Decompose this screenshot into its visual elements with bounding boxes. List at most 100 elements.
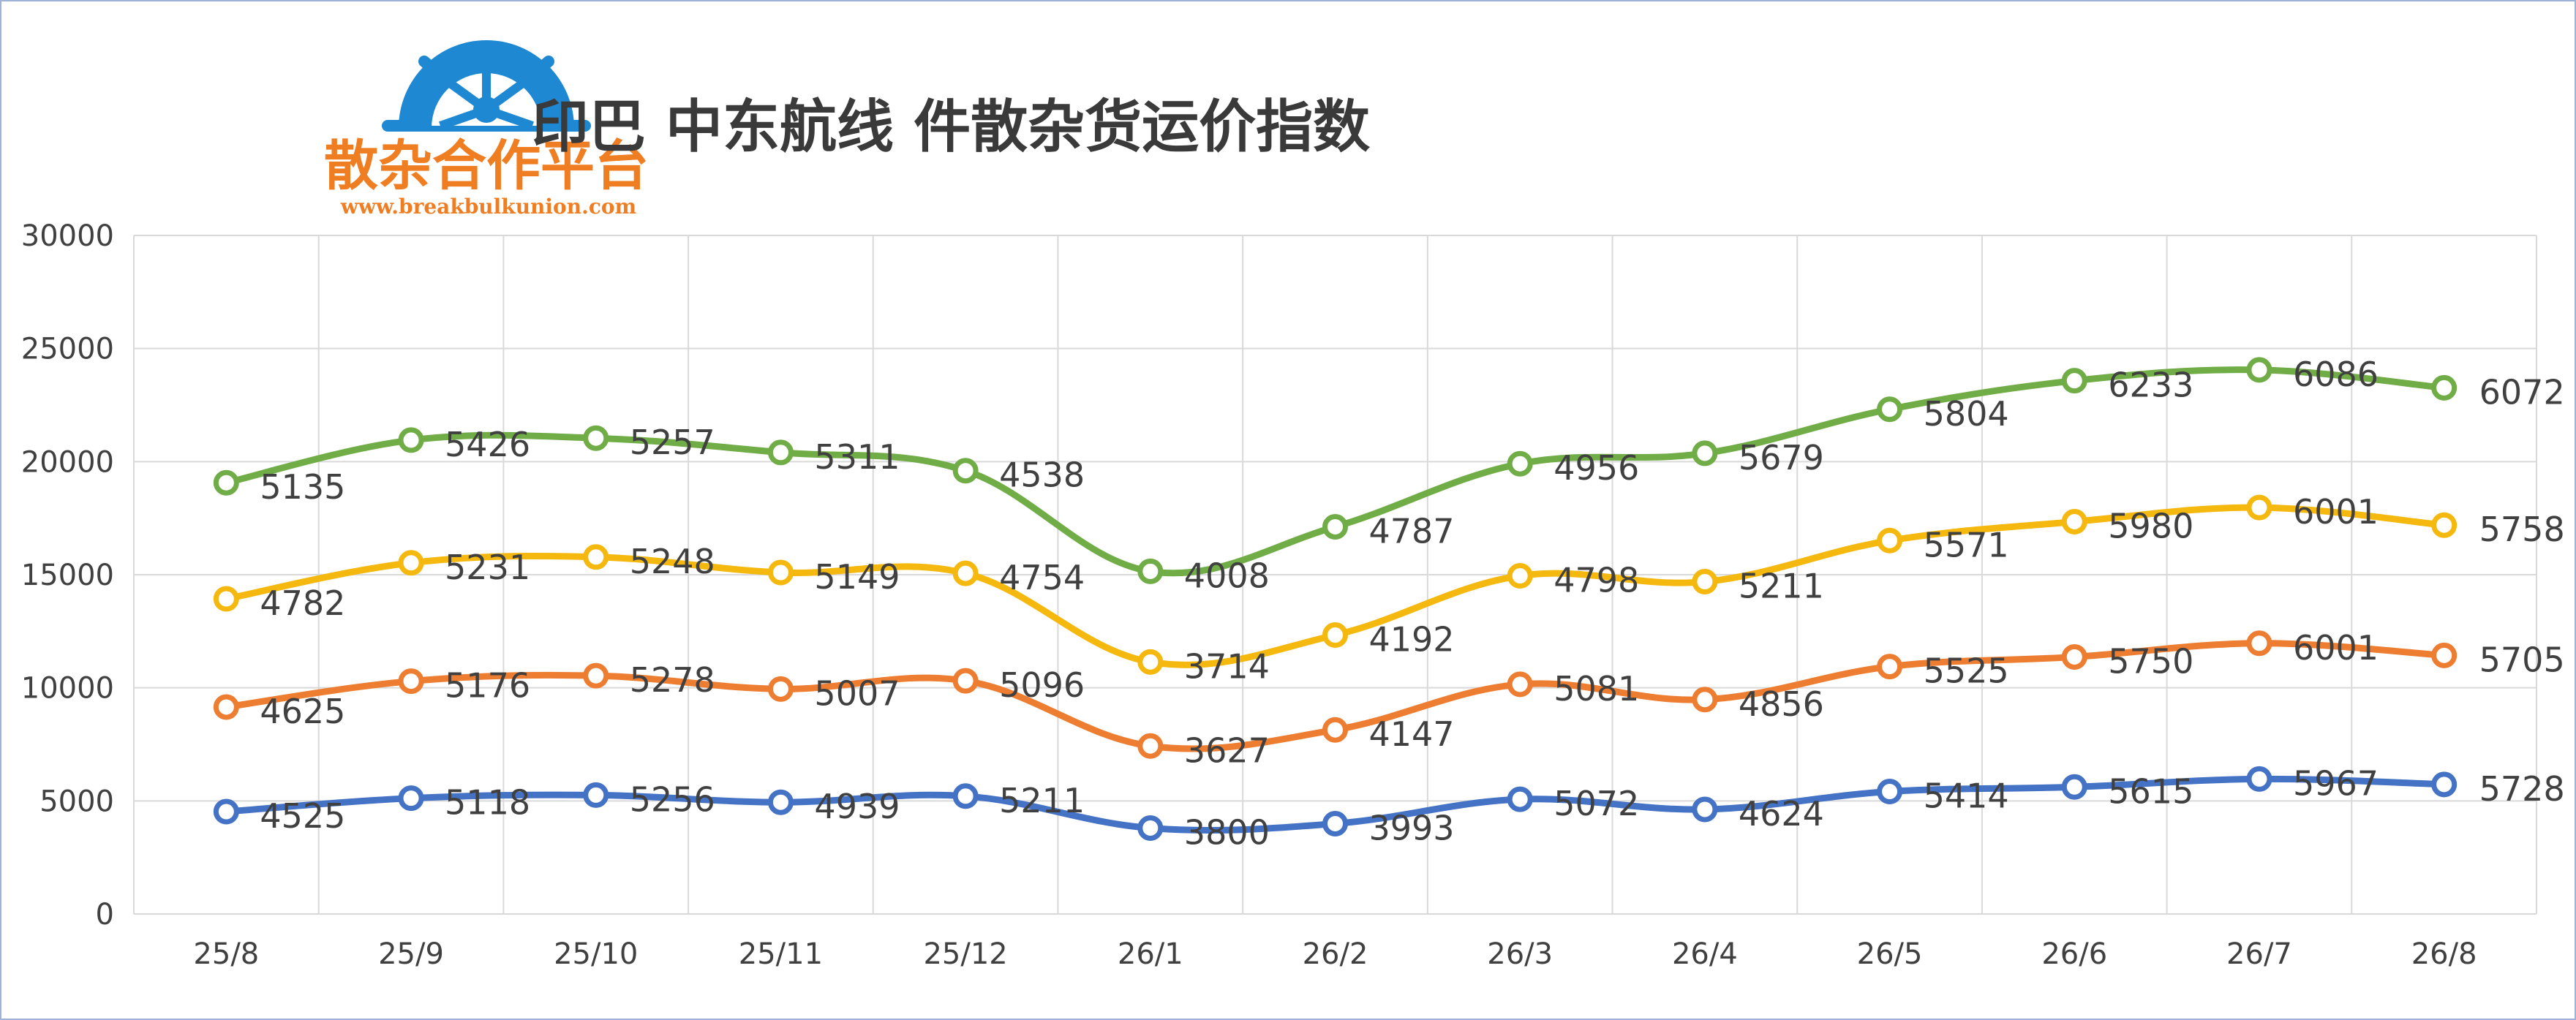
data-label: 5278 [630, 660, 715, 700]
data-point [1692, 796, 1718, 823]
data-point [398, 668, 424, 695]
data-point [1692, 687, 1718, 713]
data-point [767, 439, 794, 466]
x-tick-label: 26/7 [2226, 937, 2292, 971]
data-point [1692, 440, 1718, 466]
ships-wheel-icon [382, 40, 591, 132]
data-label: 5118 [445, 783, 530, 823]
data-label: 5257 [630, 423, 715, 462]
data-point [1137, 733, 1164, 759]
data-point [2061, 368, 2087, 394]
data-label: 4956 [1553, 448, 1639, 488]
y-tick-label: 0 [96, 898, 114, 932]
data-label: 5525 [1924, 651, 2009, 691]
logo-name: 散杂合作平台 [324, 135, 649, 197]
y-tick-label: 5000 [39, 785, 114, 818]
data-label: 5758 [2479, 510, 2565, 549]
data-label: 5211 [1739, 567, 1824, 606]
x-tick-label: 25/8 [193, 937, 259, 971]
data-point [2431, 374, 2458, 401]
data-label: 5256 [630, 779, 715, 819]
y-tick-label: 15000 [21, 559, 114, 592]
data-point [952, 458, 979, 484]
data-label: 4192 [1369, 620, 1455, 660]
data-label: 4625 [260, 692, 345, 731]
data-point [1877, 527, 1903, 554]
data-point [767, 559, 794, 586]
data-point [1877, 396, 1903, 423]
x-tick-label: 26/1 [1118, 937, 1183, 971]
x-tick-label: 26/4 [1672, 937, 1738, 971]
data-point [1507, 671, 1533, 698]
data-point [1137, 649, 1164, 675]
data-point [952, 783, 979, 809]
data-label: 4538 [999, 456, 1085, 495]
data-label: 4754 [999, 558, 1085, 597]
data-label: 5072 [1553, 784, 1639, 823]
x-tick-label: 26/6 [2041, 937, 2107, 971]
data-point [1322, 513, 1348, 540]
data-label: 5705 [2479, 640, 2565, 679]
data-label: 5149 [814, 557, 900, 597]
logo: 散杂合作平台 www.breakbulkunion.com [324, 40, 649, 219]
data-point [1137, 558, 1164, 584]
data-point [2246, 766, 2272, 792]
data-label: 5176 [445, 666, 530, 706]
data-point [2246, 494, 2272, 521]
x-tick-label: 25/9 [378, 937, 444, 971]
data-point [1507, 786, 1533, 812]
data-point [952, 560, 979, 586]
x-tick-label: 26/5 [1857, 937, 1923, 971]
data-point [1877, 654, 1903, 680]
data-label: 4798 [1553, 561, 1639, 600]
data-point [2431, 642, 2458, 668]
logo-url: www.breakbulkunion.com [340, 194, 636, 219]
data-point [583, 782, 609, 808]
data-label: 5728 [2479, 769, 2565, 809]
data-label: 5248 [630, 542, 715, 581]
data-label: 4856 [1739, 684, 1824, 724]
plot-area: 0 5000 10000 15000 20000 25000 30000 25/8 25/9 25… [21, 219, 2565, 971]
data-point [2431, 512, 2458, 538]
y-tick-label: 10000 [21, 672, 114, 706]
data-point [2246, 357, 2272, 383]
y-tick-label: 30000 [21, 219, 114, 253]
data-label: 6233 [2108, 366, 2193, 405]
data-label: 4147 [1369, 714, 1455, 754]
data-label: 5571 [1924, 525, 2009, 564]
data-point [1507, 563, 1533, 589]
data-point [2061, 774, 2087, 800]
chart-title: 印巴 中东航线 件散杂货运价指数 [532, 94, 1370, 160]
data-label: 5426 [445, 425, 530, 464]
data-point [1322, 717, 1348, 743]
data-label: 5750 [2108, 641, 2193, 681]
data-point [1507, 450, 1533, 477]
data-label: 5311 [814, 437, 900, 477]
data-label: 6001 [2293, 492, 2379, 532]
data-label: 3993 [1369, 808, 1455, 847]
x-tick-label: 26/8 [2411, 937, 2477, 971]
data-point [1322, 810, 1348, 836]
data-label: 5804 [1924, 394, 2009, 434]
data-label: 4624 [1739, 794, 1824, 834]
x-tick-label: 25/12 [923, 937, 1007, 971]
data-label: 5967 [2293, 763, 2379, 803]
data-label: 5211 [999, 781, 1085, 820]
data-point [767, 676, 794, 702]
data-point [767, 789, 794, 815]
data-point [213, 694, 239, 720]
data-label: 4787 [1369, 511, 1455, 551]
data-label: 4782 [260, 583, 345, 623]
data-label: 6001 [2293, 628, 2379, 668]
data-label: 5081 [1553, 669, 1639, 709]
x-tick-label: 26/3 [1487, 937, 1553, 971]
y-tick-label: 20000 [21, 445, 114, 479]
data-point [2061, 508, 2087, 534]
data-point [583, 544, 609, 570]
data-label: 3714 [1184, 646, 1270, 686]
x-tick-label: 25/10 [554, 937, 638, 971]
x-tick-label: 25/11 [739, 937, 823, 971]
data-label: 4525 [260, 796, 345, 836]
